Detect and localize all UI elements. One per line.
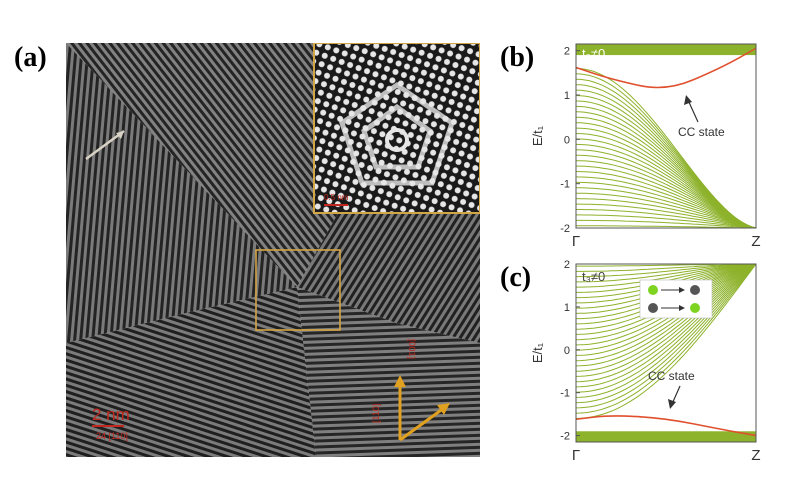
axis-label-001: [001] [407, 339, 417, 359]
bulk-band-line [575, 263, 757, 362]
x-tick-label: Γ [572, 447, 580, 464]
bulk-band-line [575, 171, 757, 229]
bulk-band-line [575, 263, 757, 351]
bulk-band-line [575, 111, 757, 229]
plot-frame [575, 43, 757, 229]
pointer-arrow [85, 129, 125, 161]
cc-state-curve [575, 47, 757, 89]
bulk-band-line [576, 219, 757, 229]
cc-state-curve [575, 415, 757, 437]
band-plot-b: -2 -1 0 1 2 Γ Z E/t₁ t₃≠0 CC state [530, 38, 792, 258]
plot-frame [575, 263, 757, 443]
bulk-band-line [576, 192, 757, 229]
bulk-band-line [576, 160, 757, 229]
bulk-band-line [575, 149, 757, 229]
crystal-axes [394, 375, 450, 442]
scale-bar-subtext: 24 [110] [96, 431, 128, 441]
bulk-band-line [576, 225, 757, 229]
bulk-band-line [576, 187, 757, 229]
y-tick-label: 2 [564, 259, 570, 271]
bulk-band-line [576, 214, 757, 229]
tem-micrograph: 0.5 nm [001] [110] 2 nm 24 [110] [66, 43, 480, 457]
bulk-band-line [575, 263, 757, 414]
y-tick-label: 0 [564, 134, 570, 146]
y-tick-label: 1 [564, 90, 570, 102]
axis-label-110: [110] [371, 404, 381, 423]
domain-5 [66, 43, 297, 343]
bulk-band-line [575, 263, 757, 356]
y-tick-label: 1 [564, 302, 570, 314]
flat-band [576, 431, 756, 442]
y-axis-label: E/t₁ [530, 342, 545, 363]
x-tick-label: Z [751, 447, 760, 464]
bulk-band-line [576, 263, 756, 272]
flat-band [576, 44, 756, 56]
cc-state-label: CC state [678, 125, 725, 139]
y-tick-label: -1 [560, 179, 570, 191]
param-label: t₃≠0 [582, 46, 605, 61]
bulk-band-line [575, 263, 757, 404]
bulk-band-line [576, 209, 757, 229]
bulk-band-line [576, 181, 757, 229]
bulk-band-line [575, 176, 757, 229]
cc-arrow-head [668, 399, 676, 409]
bulk-band-line [575, 263, 757, 388]
bulk-band-line [575, 263, 757, 419]
scale-bar-text: 2 nm [92, 405, 130, 424]
y-tick-label: -2 [560, 431, 570, 443]
tem-image: 0.5 nm [001] [110] 2 nm 24 [110] [66, 43, 480, 457]
bulk-band-line [576, 203, 757, 229]
inset-frame [313, 43, 480, 214]
bulk-band-line [575, 263, 757, 393]
region-box [255, 249, 341, 331]
bulk-band-line [575, 198, 757, 229]
y-tick-label: -1 [560, 388, 570, 400]
bulk-band-line [576, 263, 757, 283]
panel-label-b: (b) [500, 42, 535, 73]
bulk-band-line [575, 263, 757, 367]
param-label: t₃≠0 [582, 269, 605, 284]
x-tick-label: Z [751, 233, 760, 250]
y-axis-label: E/t₁ [530, 125, 545, 146]
cc-arrow [687, 99, 699, 123]
bulk-band-line [576, 165, 757, 229]
y-tick-label: -2 [560, 223, 570, 235]
pointer-arrow-head [116, 131, 124, 139]
band-plot-c: -2 -1 0 1 2 Γ Z E/t₁ t₃≠0 CC state [530, 258, 792, 480]
y-tick-label: 0 [564, 345, 570, 357]
hopping-legend [639, 279, 713, 319]
bulk-band-line [575, 263, 757, 409]
bulk-band-line [575, 154, 757, 229]
inset-scale-text: 0.5 nm [324, 193, 349, 202]
bulk-band-line [576, 263, 757, 288]
x-tick-label: Γ [572, 233, 580, 250]
inset-image [313, 43, 480, 214]
cc-arrow-head [684, 95, 692, 105]
bulk-band-line [576, 263, 757, 278]
bulk-band-line [575, 263, 757, 383]
cc-state-label: CC state [648, 369, 695, 383]
panel-label-a: (a) [14, 42, 47, 73]
bulk-band-line [575, 263, 757, 398]
y-tick-label: 2 [564, 46, 570, 58]
bulk-band-line [575, 263, 757, 377]
domain-4 [66, 287, 316, 457]
panel-label-c: (c) [500, 262, 532, 293]
bulk-band-line [575, 263, 757, 372]
bulk-band-line [575, 100, 757, 229]
